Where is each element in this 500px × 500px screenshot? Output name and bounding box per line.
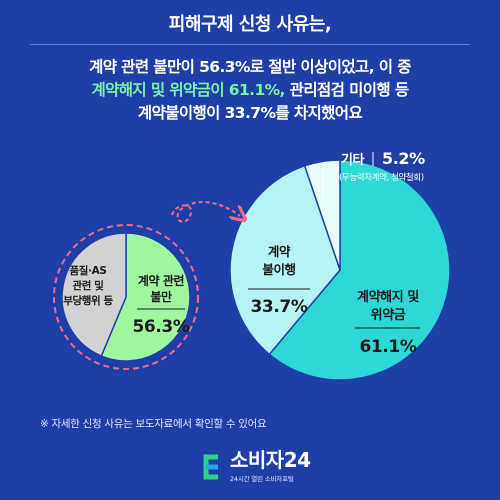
brand-tagline: 24시간 열린 소비자포털	[230, 475, 294, 483]
slice-contract-complaints	[100, 232, 191, 362]
value-contract-complaints: 56.3%	[133, 317, 190, 337]
headline-highlight: 계약해지 및 위약금이 61.1%,	[91, 81, 285, 99]
title-divider	[30, 44, 470, 45]
label-contract-complaints-1: 계약 관련	[138, 273, 185, 288]
slice-cancellation-penalty	[268, 159, 451, 381]
value-other: 5.2%	[382, 149, 425, 168]
note-other: (무능력자계약, 청약철회)	[339, 172, 424, 183]
highlight-dashed-ring	[53, 224, 199, 370]
label-nonperformance-1: 계약	[268, 244, 291, 259]
footnote: ※ 자세한 신청 사유는 보도자료에서 확인할 수 있어요	[40, 418, 267, 430]
label-quality-as-1: 품질·AS	[70, 265, 107, 277]
label-cancellation-1: 계약해지 및	[357, 289, 419, 305]
headline-line-2: 계약해지 및 위약금이 61.1%, 관리점검 미이행 등	[0, 79, 500, 102]
slice-other	[303, 159, 341, 271]
slice-nonperformance	[229, 164, 341, 356]
left-pie-chart	[61, 232, 191, 362]
headline: 계약 관련 불만이 56.3%로 절반 이상이었고, 이 중 계약해지 및 위약…	[0, 56, 500, 125]
label-contract-complaints-2: 불만	[150, 289, 172, 304]
right-pie-chart	[229, 159, 451, 381]
value-cancellation: 61.1%	[360, 337, 417, 357]
brand-name: 소비자24	[230, 448, 311, 472]
label-quality-as-2: 관련 및	[72, 279, 104, 292]
page-title: 피해구제 신청 사유는,	[168, 14, 332, 35]
brand: 소비자24 24시간 열린 소비자포털	[200, 450, 311, 483]
connector-arrow	[171, 201, 240, 222]
label-nonperformance-2: 불이행	[262, 262, 295, 277]
sobija24-logo-icon	[203, 454, 218, 479]
headline-line-1: 계약 관련 불만이 56.3%로 절반 이상이었고, 이 중	[89, 58, 411, 76]
label-quality-as-3: 부당행위 등	[63, 294, 113, 307]
slice-quality-as	[61, 232, 127, 358]
label-cancellation-2: 위약금	[371, 307, 406, 323]
headline-line-3: 계약불이행이 33.7%를 차지했어요	[137, 104, 363, 122]
value-nonperformance: 33.7%	[251, 297, 308, 317]
headline-line-2-rest: 관리점검 미이행 등	[284, 81, 409, 99]
label-other: 기타	[341, 152, 365, 168]
